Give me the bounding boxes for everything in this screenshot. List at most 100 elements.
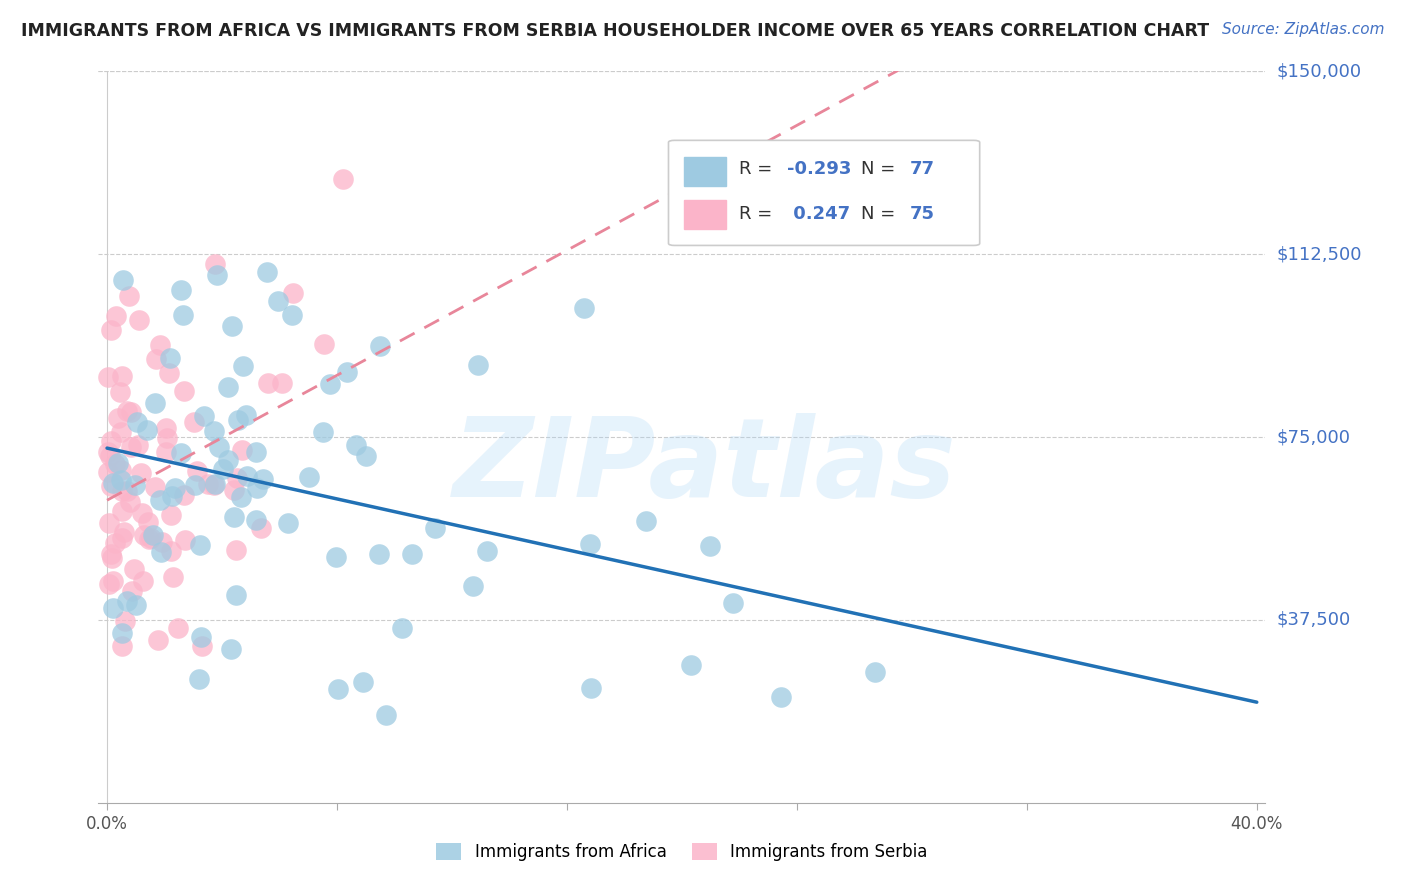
- Text: 75: 75: [910, 204, 935, 222]
- Point: [173, 488, 195, 502]
- Point: [204, 257, 226, 271]
- Point: [679, 658, 702, 673]
- Point: [336, 365, 359, 379]
- Point: [314, 337, 336, 351]
- Point: [101, 476, 124, 491]
- Point: [112, 525, 135, 540]
- Point: [202, 477, 225, 491]
- Point: [132, 528, 155, 542]
- Point: [97, 516, 120, 531]
- Text: ZIPatlas: ZIPatlas: [453, 413, 957, 520]
- Point: [115, 594, 138, 608]
- Point: [125, 415, 148, 429]
- Point: [217, 453, 239, 467]
- Point: [160, 508, 183, 522]
- Point: [110, 473, 132, 487]
- Point: [245, 481, 267, 495]
- Point: [193, 409, 215, 424]
- Point: [100, 479, 122, 493]
- Point: [368, 547, 391, 561]
- Text: IMMIGRANTS FROM AFRICA VS IMMIGRANTS FROM SERBIA HOUSEHOLDER INCOME OVER 65 YEAR: IMMIGRANTS FROM AFRICA VS IMMIGRANTS FRO…: [21, 22, 1209, 40]
- Point: [222, 483, 245, 498]
- Point: [118, 289, 141, 303]
- Point: [111, 504, 134, 518]
- Point: [208, 440, 231, 454]
- Text: R =: R =: [738, 204, 778, 222]
- Point: [111, 626, 134, 640]
- Point: [217, 379, 239, 393]
- Text: 77: 77: [910, 161, 935, 178]
- Point: [354, 450, 377, 464]
- Point: [118, 494, 141, 508]
- Point: [475, 544, 498, 558]
- Point: [721, 596, 744, 610]
- Point: [101, 574, 124, 588]
- Text: $75,000: $75,000: [1277, 428, 1351, 446]
- Point: [149, 493, 172, 508]
- Point: [277, 516, 299, 530]
- Point: [283, 285, 305, 300]
- Point: [219, 641, 242, 656]
- Point: [111, 483, 134, 498]
- Point: [225, 588, 247, 602]
- Bar: [683, 157, 727, 186]
- Point: [190, 630, 212, 644]
- Point: [128, 313, 150, 327]
- Point: [149, 338, 172, 352]
- Text: $37,500: $37,500: [1277, 611, 1351, 629]
- Point: [250, 521, 273, 535]
- Point: [101, 550, 124, 565]
- Point: [173, 384, 195, 399]
- Point: [139, 531, 162, 545]
- Point: [97, 445, 120, 459]
- Bar: [683, 200, 727, 229]
- Text: 0.247: 0.247: [787, 204, 851, 222]
- Point: [225, 471, 247, 485]
- Point: [235, 408, 257, 422]
- Point: [155, 444, 177, 458]
- Point: [368, 339, 391, 353]
- Point: [222, 509, 245, 524]
- Point: [391, 621, 413, 635]
- Point: [231, 443, 253, 458]
- Point: [578, 537, 600, 551]
- Point: [325, 549, 347, 564]
- Point: [150, 535, 173, 549]
- Point: [229, 490, 252, 504]
- Point: [245, 512, 267, 526]
- Point: [97, 370, 120, 384]
- Point: [136, 515, 159, 529]
- Point: [699, 539, 721, 553]
- Point: [143, 395, 166, 409]
- Point: [252, 472, 274, 486]
- Point: [172, 308, 194, 322]
- Point: [344, 438, 367, 452]
- Point: [173, 533, 195, 547]
- Point: [114, 614, 136, 628]
- Point: [131, 506, 153, 520]
- Point: [183, 415, 205, 429]
- Point: [375, 708, 398, 723]
- Point: [188, 538, 211, 552]
- Point: [100, 434, 122, 449]
- Point: [148, 633, 170, 648]
- Point: [125, 598, 148, 612]
- Point: [100, 547, 122, 561]
- Point: [138, 533, 160, 547]
- Point: [332, 171, 354, 186]
- Point: [110, 462, 132, 476]
- Point: [122, 562, 145, 576]
- Point: [160, 544, 183, 558]
- Point: [401, 547, 423, 561]
- Point: [770, 690, 793, 704]
- Point: [352, 675, 374, 690]
- Point: [108, 384, 131, 399]
- Point: [226, 412, 249, 426]
- Point: [298, 470, 321, 484]
- Point: [98, 449, 121, 463]
- Point: [165, 481, 187, 495]
- Point: [225, 543, 247, 558]
- Point: [104, 536, 127, 550]
- Point: [129, 467, 152, 481]
- Point: [121, 584, 143, 599]
